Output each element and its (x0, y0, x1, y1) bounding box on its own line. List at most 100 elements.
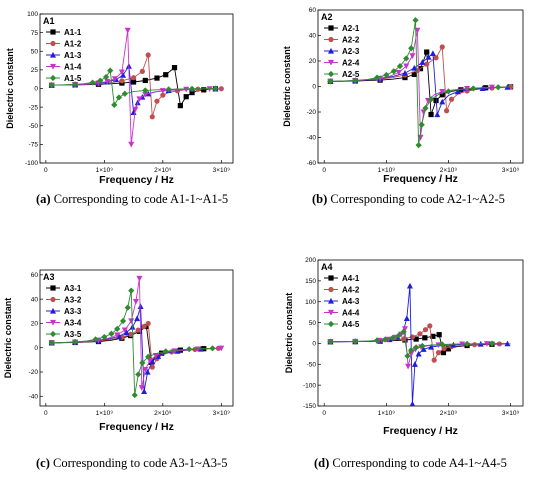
data-point (128, 331, 134, 337)
data-point (429, 50, 436, 56)
data-point (128, 318, 135, 325)
data-point (144, 368, 151, 375)
data-point (427, 323, 433, 329)
y-tick-label: 100 (305, 299, 316, 306)
legend-marker (50, 296, 56, 303)
x-tick-label: 0 (322, 410, 326, 417)
data-point (430, 333, 436, 339)
data-point (218, 86, 224, 92)
caption-b: (b) Corresponding to code A2-1~A2-5 (312, 192, 505, 207)
chart-panel-2: -60 -40 -20 0 20 40 60 0 1×10⁹ 2×10⁹ 3×10⁹ Frequenc… (282, 7, 524, 185)
y-tick-label: -40 (307, 135, 317, 142)
y-tick-label: 75 (31, 30, 39, 37)
data-point (115, 94, 123, 101)
legend-marker (328, 297, 334, 304)
y-tick-label: 60 (309, 7, 317, 14)
data-point (428, 111, 434, 118)
x-tick-label: 1×10⁹ (96, 410, 114, 417)
data-point (413, 344, 420, 351)
x-tick-label: 2×10⁹ (440, 167, 458, 174)
legend-label: A4-3 (342, 297, 360, 306)
data-point (111, 101, 118, 108)
legend-marker (328, 47, 334, 54)
y-axis-title: Dielectric constant (282, 46, 292, 127)
legend-marker (49, 74, 57, 82)
data-point (396, 63, 404, 70)
data-point (89, 79, 96, 86)
data-point (352, 77, 359, 84)
x-tick-label: 0 (322, 167, 326, 174)
chart-panel-3: -40 -20 0 20 40 60 0 1×10⁹ 2×10⁹ 3×10⁹ Frequency /… (3, 269, 234, 433)
y-tick-label: -25 (29, 104, 39, 111)
data-point (186, 346, 193, 353)
x-tick-label: 0 (44, 410, 48, 417)
data-point (165, 86, 172, 93)
data-point (137, 303, 144, 310)
data-point (114, 325, 121, 332)
legend-label: A1-2 (64, 40, 82, 49)
data-point (403, 315, 410, 321)
data-point (409, 400, 416, 406)
legend-label: A1-1 (64, 28, 82, 37)
y-tick-label: 0 (312, 341, 316, 348)
data-point (131, 391, 138, 399)
y-tick-label: -60 (307, 160, 317, 167)
data-point (440, 350, 447, 356)
y-tick-label: 0 (312, 84, 316, 91)
data-point (424, 61, 430, 67)
data-point (149, 358, 156, 365)
data-point (401, 70, 408, 76)
series-group (48, 27, 224, 148)
data-point (218, 345, 225, 352)
legend-label: A4-1 (342, 274, 360, 283)
data-point (104, 78, 111, 85)
data-point (102, 73, 110, 81)
y-tick-label: -40 (29, 393, 39, 400)
caption-d: (d) Corresponding to code A4-1~A4-5 (314, 456, 507, 471)
data-point (427, 96, 435, 103)
data-point (445, 346, 452, 352)
x-tick-label: 3×10⁹ (213, 167, 231, 174)
data-point (463, 340, 471, 347)
data-point (145, 52, 151, 58)
y-tick-label: 200 (305, 257, 316, 264)
data-point (97, 77, 104, 84)
data-point (418, 121, 425, 128)
x-tick-label: 1×10⁹ (378, 410, 396, 417)
legend-marker (328, 36, 334, 43)
data-point (439, 341, 446, 348)
data-point (420, 346, 427, 352)
data-point (422, 335, 428, 341)
series-line (51, 30, 222, 145)
caption-c-prefix: (c) (36, 456, 50, 470)
data-point (177, 103, 183, 109)
data-point (142, 91, 149, 98)
legend-marker (328, 59, 334, 66)
data-point (92, 336, 99, 343)
data-point (401, 326, 408, 332)
data-point (428, 343, 435, 350)
data-point (425, 54, 432, 60)
data-point (120, 71, 127, 78)
data-point (134, 315, 141, 322)
y-tick-label: 40 (31, 296, 39, 303)
y-axis-title: Dielectric constant (284, 293, 294, 374)
panel-title: A4 (321, 262, 333, 272)
legend-marker (328, 309, 334, 316)
data-point (132, 298, 139, 305)
data-point (441, 345, 447, 352)
data-point (108, 330, 115, 337)
data-point (138, 385, 145, 391)
legend-marker (50, 285, 56, 291)
legend-marker (327, 320, 335, 328)
legend-label: A1-5 (64, 74, 82, 83)
data-point (433, 55, 439, 61)
y-tick-label: -100 (25, 160, 38, 167)
data-point (504, 340, 511, 347)
data-point (139, 359, 146, 366)
data-point (141, 388, 148, 395)
y-tick-label: 50 (31, 48, 39, 55)
data-point (171, 65, 178, 71)
data-point (149, 364, 155, 370)
data-point (435, 350, 442, 356)
